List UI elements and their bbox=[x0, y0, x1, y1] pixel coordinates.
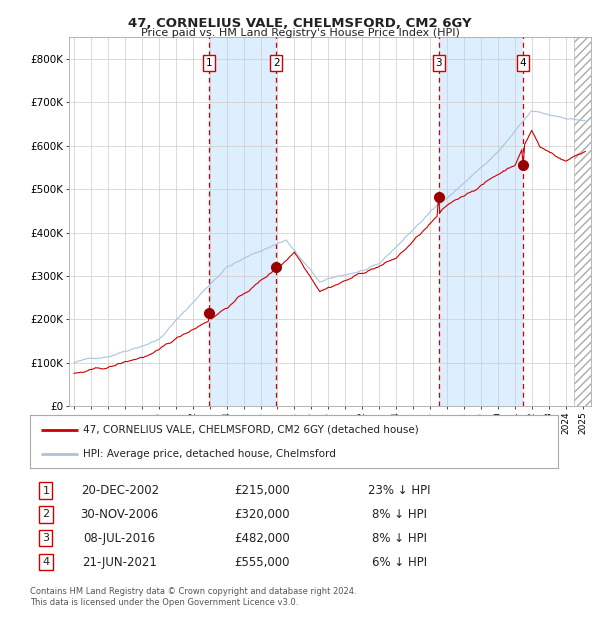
Text: 30-NOV-2006: 30-NOV-2006 bbox=[80, 508, 159, 521]
Bar bbox=[574, 37, 591, 406]
Text: 47, CORNELIUS VALE, CHELMSFORD, CM2 6GY: 47, CORNELIUS VALE, CHELMSFORD, CM2 6GY bbox=[128, 17, 472, 30]
Text: Price paid vs. HM Land Registry's House Price Index (HPI): Price paid vs. HM Land Registry's House … bbox=[140, 28, 460, 38]
Text: £555,000: £555,000 bbox=[235, 556, 290, 569]
Text: 1: 1 bbox=[206, 58, 212, 68]
Text: 08-JUL-2016: 08-JUL-2016 bbox=[83, 532, 156, 545]
Text: £482,000: £482,000 bbox=[235, 532, 290, 545]
Text: 8% ↓ HPI: 8% ↓ HPI bbox=[372, 508, 427, 521]
Text: £215,000: £215,000 bbox=[235, 484, 290, 497]
Text: 21-JUN-2021: 21-JUN-2021 bbox=[82, 556, 157, 569]
Text: 4: 4 bbox=[42, 557, 49, 567]
Text: This data is licensed under the Open Government Licence v3.0.: This data is licensed under the Open Gov… bbox=[30, 598, 298, 607]
Text: 2: 2 bbox=[42, 510, 49, 520]
Text: Contains HM Land Registry data © Crown copyright and database right 2024.: Contains HM Land Registry data © Crown c… bbox=[30, 587, 356, 596]
Text: 8% ↓ HPI: 8% ↓ HPI bbox=[372, 532, 427, 545]
Text: 1: 1 bbox=[43, 485, 49, 495]
Text: 47, CORNELIUS VALE, CHELMSFORD, CM2 6GY (detached house): 47, CORNELIUS VALE, CHELMSFORD, CM2 6GY … bbox=[83, 425, 419, 435]
Text: 2: 2 bbox=[273, 58, 280, 68]
Text: 3: 3 bbox=[43, 533, 49, 543]
Bar bbox=[209, 37, 276, 406]
Text: 23% ↓ HPI: 23% ↓ HPI bbox=[368, 484, 431, 497]
Text: HPI: Average price, detached house, Chelmsford: HPI: Average price, detached house, Chel… bbox=[83, 449, 335, 459]
Text: 3: 3 bbox=[436, 58, 442, 68]
Text: 4: 4 bbox=[520, 58, 526, 68]
Text: £320,000: £320,000 bbox=[235, 508, 290, 521]
Text: 20-DEC-2002: 20-DEC-2002 bbox=[80, 484, 159, 497]
Text: 6% ↓ HPI: 6% ↓ HPI bbox=[372, 556, 427, 569]
Bar bbox=[439, 37, 523, 406]
